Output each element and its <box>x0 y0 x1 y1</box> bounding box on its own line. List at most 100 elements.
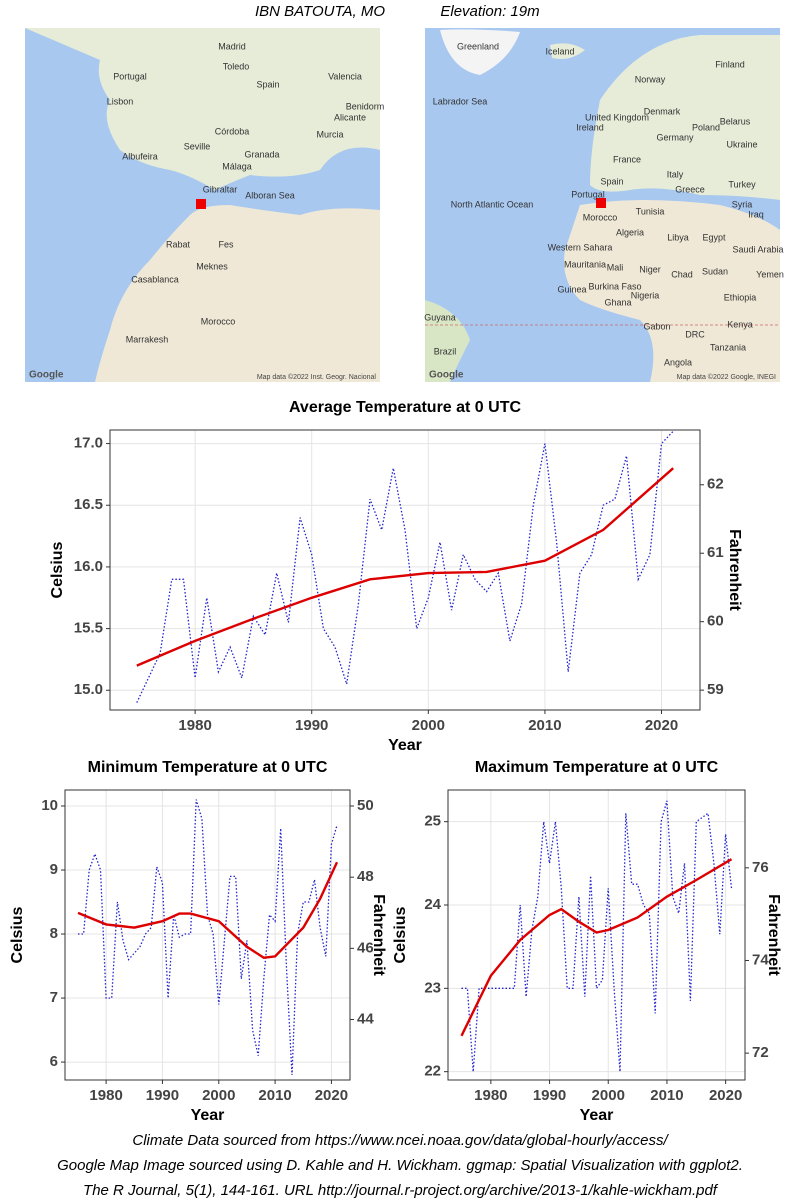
y2-tick-label: 46 <box>357 939 374 956</box>
y-tick-label: 15.5 <box>74 620 103 637</box>
map-label: Murcia <box>316 129 343 139</box>
map-label: Albufeira <box>122 151 158 161</box>
map-label: Greece <box>675 184 705 194</box>
x-tick-label: 1990 <box>533 1087 566 1104</box>
x-tick-label: 2000 <box>202 1087 235 1104</box>
y-tick-label: 22 <box>424 1063 441 1080</box>
x-tick-label: 1980 <box>178 717 211 734</box>
y2-axis-label: Fahrenheit <box>765 894 782 976</box>
map-label: Ukraine <box>726 139 757 149</box>
x-tick-label: 2020 <box>709 1087 742 1104</box>
map-label: Marrakesh <box>126 334 169 344</box>
map-label: Morocco <box>583 212 618 222</box>
map-label: Western Sahara <box>548 242 613 252</box>
map-logo: Google <box>429 370 464 381</box>
y-tick-label: 17.0 <box>74 435 103 452</box>
map-label: Syria <box>732 199 753 209</box>
y-tick-label: 8 <box>50 925 58 942</box>
map-label: Finland <box>715 59 745 69</box>
map-label: Egypt <box>702 232 726 242</box>
map-attribution: Map data ©2022 Inst. Geogr. Nacional <box>257 373 377 381</box>
y-tick-label: 16.0 <box>74 558 103 575</box>
land <box>590 35 780 200</box>
map-label: Granada <box>244 149 279 159</box>
map-label: DRC <box>685 329 705 339</box>
map-label: Alboran Sea <box>245 190 295 200</box>
y2-tick-label: 61 <box>707 544 724 561</box>
y-tick-label: 24 <box>424 896 441 913</box>
map-label: Turkey <box>728 179 756 189</box>
map-label: France <box>613 154 641 164</box>
map-label: Sudan <box>702 266 728 276</box>
x-axis-label: Year <box>388 737 422 754</box>
map-label: Madrid <box>218 41 246 51</box>
map-label: Iraq <box>748 209 764 219</box>
map-label: Mauritania <box>564 259 606 269</box>
map-label: Tanzania <box>710 342 746 352</box>
map-label: Italy <box>667 169 684 179</box>
map-label: Norway <box>635 74 666 84</box>
map-label: Kenya <box>727 319 753 329</box>
y2-tick-label: 48 <box>357 868 374 885</box>
x-tick-label: 2010 <box>528 717 561 734</box>
map-label: Labrador Sea <box>433 96 488 106</box>
map-logo: Google <box>29 370 64 381</box>
y2-tick-label: 50 <box>357 797 374 814</box>
map-label: Gabon <box>643 321 670 331</box>
chart-title: Maximum Temperature at 0 UTC <box>475 759 719 776</box>
map-left <box>25 28 380 382</box>
map-label: Poland <box>692 122 720 132</box>
x-tick-label: 1980 <box>474 1087 507 1104</box>
map-label: Mali <box>607 262 624 272</box>
x-tick-label: 2010 <box>650 1087 683 1104</box>
map-label: Spain <box>256 79 279 89</box>
map-label: Denmark <box>644 106 681 116</box>
footer-line: Climate Data sourced from https://www.nc… <box>132 1132 669 1149</box>
y-tick-label: 6 <box>50 1053 58 1070</box>
map-label: Nigeria <box>631 290 660 300</box>
series-line <box>460 858 733 1037</box>
map-label: Angola <box>664 357 692 367</box>
y2-tick-label: 44 <box>357 1010 374 1027</box>
map-label: Córdoba <box>215 126 250 136</box>
plot-frame <box>447 789 746 1081</box>
map-attribution: Map data ©2022 Google, INEGI <box>677 373 776 381</box>
x-tick-label: 1980 <box>89 1087 122 1104</box>
land <box>440 29 520 75</box>
map-label: Brazil <box>434 346 457 356</box>
map-label: Niger <box>639 264 661 274</box>
y-tick-label: 15.0 <box>74 681 103 698</box>
map-label: Lisbon <box>107 96 134 106</box>
y-axis-label: Celsius <box>9 906 26 963</box>
series-line <box>136 467 674 667</box>
plot-frame <box>109 429 701 711</box>
map-label: Yemen <box>756 269 784 279</box>
map-label: Libya <box>667 232 689 242</box>
map-label: Ethiopia <box>724 292 757 302</box>
map-right <box>425 28 780 382</box>
map-label: Portugal <box>113 71 147 81</box>
series-line <box>461 800 733 1072</box>
map-label: Rabat <box>166 239 191 249</box>
map-label: Guinea <box>557 284 586 294</box>
x-tick-label: 2020 <box>315 1087 348 1104</box>
land <box>564 200 780 382</box>
map-label: Tunisia <box>636 206 665 216</box>
chart-title: Minimum Temperature at 0 UTC <box>88 759 328 776</box>
series-line <box>78 799 338 1075</box>
y2-tick-label: 62 <box>707 476 724 493</box>
map-label: Morocco <box>201 316 236 326</box>
series-line <box>77 861 339 959</box>
map-label: Guyana <box>424 312 456 322</box>
footer-line: The R Journal, 5(1), 144-161. URL http:/… <box>83 1182 719 1199</box>
x-tick-label: 2010 <box>258 1087 291 1104</box>
land <box>95 205 380 382</box>
map-label: United Kingdom <box>585 112 649 122</box>
plot-frame <box>64 789 351 1081</box>
map-label: Chad <box>671 269 693 279</box>
map-label: Ireland <box>576 122 604 132</box>
map-label: Spain <box>600 176 623 186</box>
map-label: Burkina Faso <box>588 281 641 291</box>
map-label: Gibraltar <box>203 184 238 194</box>
